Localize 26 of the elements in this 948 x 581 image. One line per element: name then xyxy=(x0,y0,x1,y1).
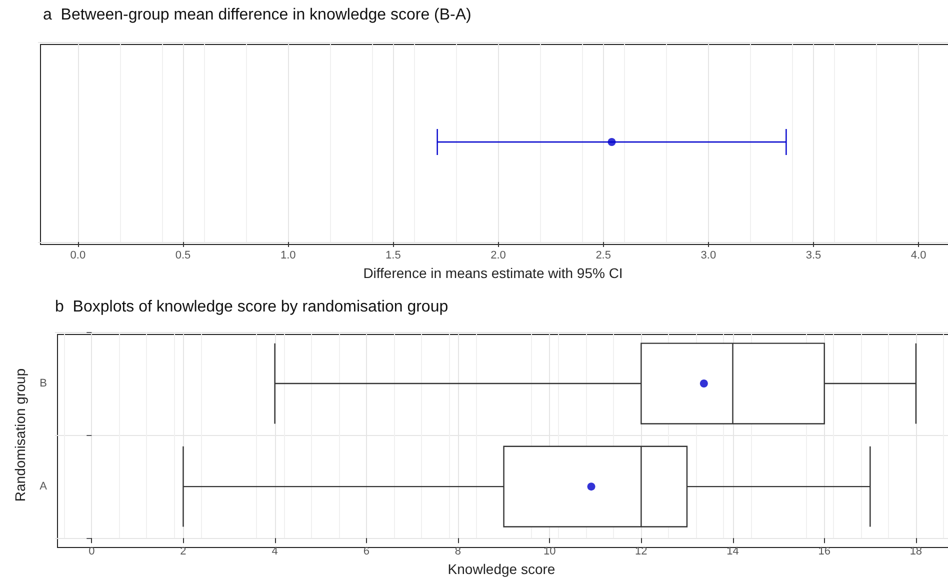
y-tick-label: B xyxy=(40,378,47,390)
x-tick-label: 1.5 xyxy=(386,250,401,262)
x-tick-label: 2 xyxy=(180,546,186,558)
x-tick-label: 4 xyxy=(272,546,278,558)
x-tick-label: 3.5 xyxy=(806,250,822,262)
x-tick-label: 8 xyxy=(454,546,462,558)
x-tick-label: 0 xyxy=(88,546,95,558)
x-axis-title: Difference in means estimate with 95% CI xyxy=(363,264,623,281)
x-tick-label: 6 xyxy=(363,546,370,558)
x-tick-label: 1.0 xyxy=(280,250,296,262)
chart-title: b Boxplots of knowledge score by randomisation group xyxy=(55,298,448,316)
chart-title: a Between-group mean difference in knowledge score (B-A) xyxy=(43,6,472,24)
x-tick-label: 0.0 xyxy=(70,250,86,262)
x-tick-label: 18 xyxy=(910,546,922,558)
x-tick-label: 14 xyxy=(726,546,739,558)
y-axis-title: Randomisation group xyxy=(12,368,28,502)
y-tick-label: A xyxy=(40,480,48,493)
x-axis-title: Knowledge score xyxy=(448,561,556,577)
x-tick-label: 2.0 xyxy=(490,250,506,262)
x-tick-label: 4.0 xyxy=(910,250,926,262)
x-tick-label: 16 xyxy=(818,546,830,558)
x-tick-label: 12 xyxy=(635,546,648,558)
x-tick-label: 3.0 xyxy=(700,250,716,262)
x-tick-label: 2.5 xyxy=(596,250,611,262)
x-tick-label: 10 xyxy=(543,546,556,558)
x-tick-label: 0.5 xyxy=(175,250,191,262)
